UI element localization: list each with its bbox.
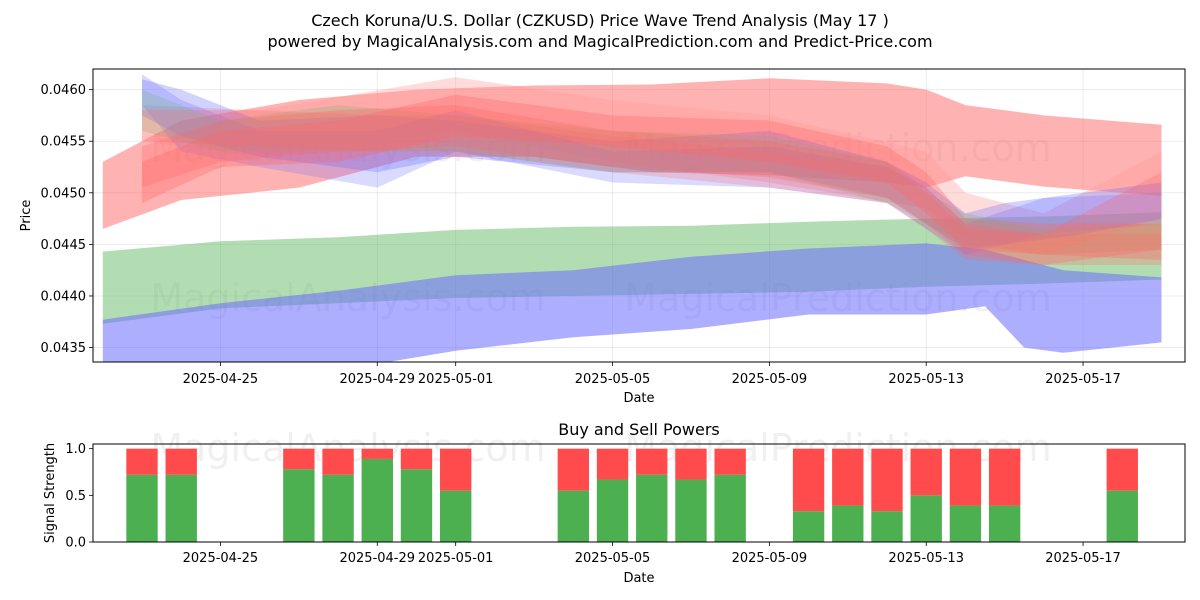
price-x-tick-label: 2025-05-09 — [732, 372, 808, 387]
price-x-tick-label: 2025-05-01 — [418, 372, 494, 387]
red-wide-band — [102, 78, 1162, 229]
red-wave-1 — [142, 94, 1162, 260]
sell-bar — [596, 448, 629, 480]
price-x-tick-label: 2025-05-05 — [575, 372, 651, 387]
signal-x-tick-label: 2025-04-29 — [339, 551, 415, 566]
sell-bar — [910, 448, 942, 496]
sell-bar — [988, 448, 1021, 506]
buy-bar — [988, 505, 1021, 542]
signal-x-tick-label: 2025-04-25 — [183, 551, 259, 566]
signal-x-tick-label: 2025-05-09 — [732, 551, 808, 566]
buy-bar — [636, 474, 668, 542]
buy-bar — [714, 474, 746, 542]
buy-bar — [871, 511, 903, 542]
pink-band-1 — [142, 77, 1162, 255]
sell-bar — [832, 448, 864, 506]
buy-bar — [675, 479, 707, 542]
price-ticks: 2025-04-25 2025-04-29 2025-05-01 2025-05-05… — [41, 83, 1121, 387]
price-bands — [102, 74, 1162, 362]
signal-x-tick-label: 2025-05-13 — [888, 551, 964, 566]
price-x-tick-label: 2025-05-17 — [1045, 372, 1121, 387]
buy-bar — [361, 458, 393, 542]
signal-chart: Buy and Sell Powers 2025-04-25 2025-04-29… — [43, 420, 1186, 586]
signal-ticks: 2025-04-25 2025-04-29 2025-05-01 2025-05-05… — [65, 442, 1121, 566]
sell-bar — [1106, 448, 1138, 491]
signal-x-tick-label: 2025-05-17 — [1045, 551, 1121, 566]
buy-bar — [440, 490, 472, 542]
buy-bar — [596, 479, 629, 542]
price-y-tick-label: 0.0450 — [41, 186, 87, 201]
buy-bar — [832, 505, 864, 542]
price-y-tick-label: 0.0455 — [41, 135, 87, 150]
signal-x-tick-label: 2025-05-01 — [418, 551, 494, 566]
signal-bars — [126, 448, 1138, 542]
sell-bar — [792, 448, 825, 512]
signal-chart-title: Buy and Sell Powers — [558, 420, 720, 439]
price-y-tick-label: 0.0435 — [41, 341, 87, 356]
blue-lower-band — [102, 243, 1162, 362]
price-y-tick-label: 0.0445 — [41, 238, 87, 253]
chart-title: Czech Koruna/U.S. Dollar (CZKUSD) Price … — [311, 11, 889, 30]
buy-bar — [557, 490, 590, 542]
sell-bar — [440, 448, 472, 491]
price-y-tick-label: 0.0440 — [41, 289, 87, 304]
signal-x-axis-label: Date — [623, 571, 654, 586]
signal-y-tick-label: 0.5 — [65, 489, 86, 504]
buy-bar — [283, 469, 315, 542]
buy-bar — [400, 469, 433, 542]
sell-bar — [714, 448, 746, 475]
sell-bar — [283, 448, 315, 470]
sell-bar — [400, 448, 433, 470]
price-axes-frame — [92, 68, 1186, 363]
signal-axes-frame — [92, 443, 1186, 543]
price-y-axis-label: Price — [19, 200, 34, 232]
grey-wave — [142, 89, 1162, 255]
price-chart: 2025-04-25 2025-04-29 2025-05-01 2025-05-05… — [19, 68, 1186, 406]
red-wave-2 — [142, 105, 1162, 265]
buy-bar — [949, 505, 982, 542]
sell-bar — [361, 448, 393, 459]
price-x-tick-label: 2025-04-29 — [339, 372, 415, 387]
sell-bar — [871, 448, 903, 512]
chart-subtitle: powered by MagicalAnalysis.com and Magic… — [267, 32, 932, 51]
price-x-tick-label: 2025-05-13 — [888, 372, 964, 387]
sell-bar — [165, 448, 197, 475]
buy-bar — [792, 511, 825, 542]
buy-bar — [1106, 490, 1138, 542]
signal-y-tick-label: 0.0 — [65, 536, 86, 551]
buy-bar — [910, 495, 942, 542]
price-x-tick-label: 2025-04-25 — [183, 372, 259, 387]
sell-bar — [557, 448, 590, 491]
sell-bar — [675, 448, 707, 480]
sell-bar — [126, 448, 158, 475]
blue-wave-1 — [142, 79, 1162, 250]
blue-wave-2 — [142, 74, 1162, 255]
sell-bar — [949, 448, 982, 506]
sell-bar — [322, 448, 354, 475]
orange-wave — [142, 110, 1162, 265]
buy-bar — [165, 474, 197, 542]
price-x-axis-label: Date — [623, 391, 654, 406]
buy-bar — [126, 474, 158, 542]
signal-y-axis-label: Signal Strength — [43, 443, 58, 543]
sell-bar — [636, 448, 668, 475]
buy-bar — [322, 474, 354, 542]
signal-x-tick-label: 2025-05-05 — [575, 551, 651, 566]
price-y-tick-label: 0.0460 — [41, 83, 87, 98]
signal-y-tick-label: 1.0 — [65, 442, 86, 457]
